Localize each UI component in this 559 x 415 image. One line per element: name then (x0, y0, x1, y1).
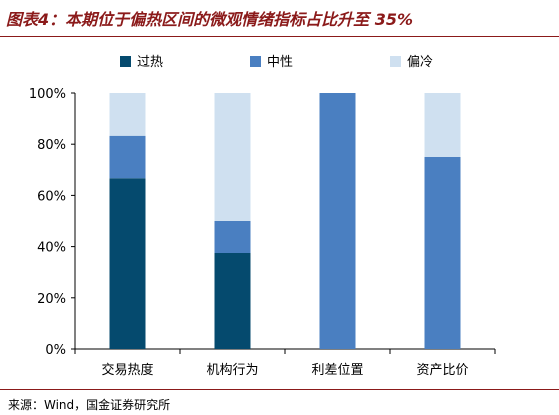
bar-1-0 (214, 253, 251, 349)
y-tick-label-1: 20% (37, 292, 66, 307)
bar-1-2 (214, 93, 251, 221)
y-tick-label-0: 0% (45, 343, 66, 358)
legend-swatch-0 (120, 56, 131, 67)
x-tick-label-3: 资产比价 (416, 363, 468, 378)
bar-3-2 (424, 93, 461, 157)
y-tick-label-3: 60% (37, 189, 66, 204)
stacked-bar-chart: 过热 中性 偏冷 0% 20% 40% 60% 80% 100% 交易热度 机构行为 利差位置 资产比价 (29, 55, 496, 378)
legend-swatch-2 (390, 56, 401, 67)
source-note: 来源：Wind，国金证券研究所 (8, 398, 171, 412)
x-tick-label-0: 交易热度 (101, 362, 153, 378)
legend-label-2: 偏冷 (407, 55, 433, 70)
bar-0-0 (109, 178, 146, 349)
bar-1-1 (214, 221, 251, 253)
bar-0-1 (109, 135, 146, 179)
legend-label-0: 过热 (137, 55, 163, 70)
legend-swatch-1 (250, 56, 261, 67)
x-tick-label-1: 机构行为 (206, 363, 258, 378)
chart-title: 图表4：本期位于偏热区间的微观情绪指标占比升至 35% (6, 10, 414, 29)
y-tick-label-5: 100% (29, 87, 66, 102)
x-tick-label-2: 利差位置 (311, 363, 363, 378)
legend-label-1: 中性 (267, 55, 293, 70)
y-tick-label-4: 80% (37, 138, 66, 153)
source-rule (0, 389, 559, 390)
y-tick-label-2: 40% (37, 241, 66, 256)
bar-0-2 (109, 93, 146, 136)
title-rule (0, 36, 559, 37)
bar-2-1 (319, 93, 356, 349)
bar-3-1 (424, 157, 461, 349)
